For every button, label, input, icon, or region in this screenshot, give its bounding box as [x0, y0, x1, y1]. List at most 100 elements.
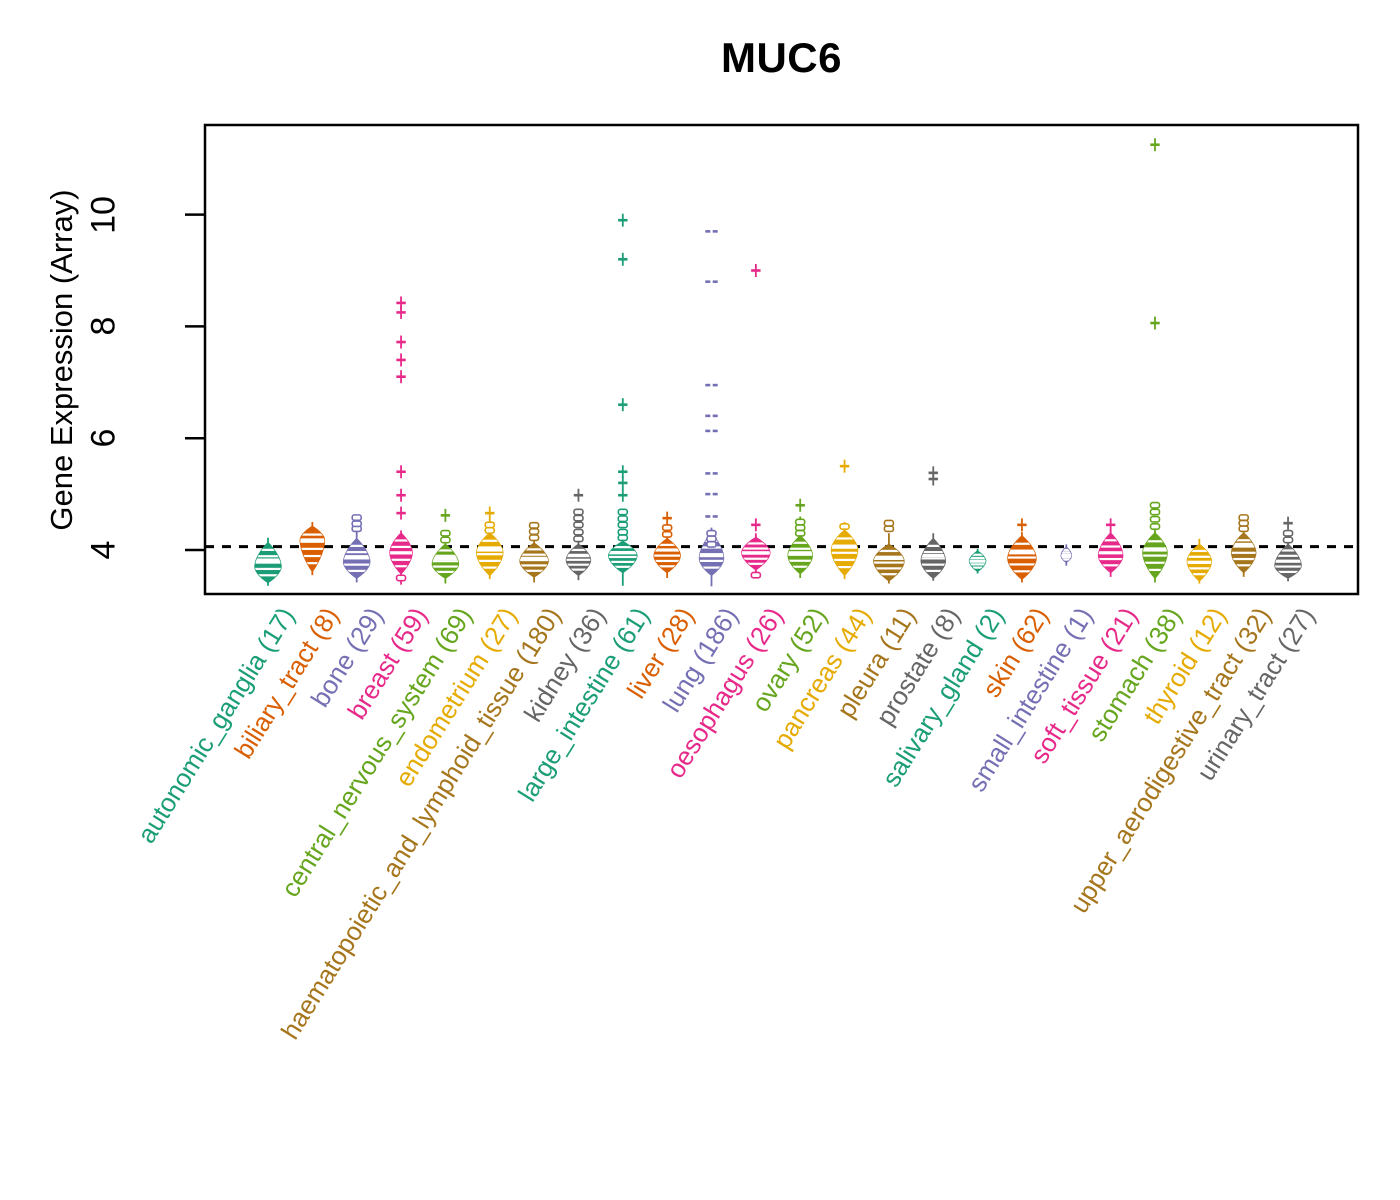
violin-small_intestine	[1060, 544, 1073, 566]
bean-stripes	[390, 539, 413, 568]
stack-mark	[1282, 529, 1294, 537]
outlier-point	[618, 213, 628, 227]
outlier-point	[396, 353, 406, 367]
stack-mark	[395, 574, 407, 582]
stack-mark	[883, 519, 895, 527]
stack-mark	[706, 540, 717, 548]
bean-stripes	[873, 549, 904, 576]
stack-mark	[794, 529, 806, 537]
violin-liver	[653, 511, 681, 578]
y-tick-label-4: 4	[84, 540, 123, 560]
violin-lung	[698, 230, 725, 587]
bean-stripes	[788, 541, 813, 568]
y-tick-label-10: 10	[84, 195, 123, 234]
outlier-point	[1017, 518, 1027, 532]
violin-ovary	[787, 498, 813, 578]
bean-stripes	[1275, 549, 1302, 574]
stack-mark	[1149, 523, 1161, 531]
outlier-point	[396, 465, 406, 479]
outlier-point	[396, 370, 406, 384]
stack-mark	[1238, 514, 1249, 522]
outlier-point	[396, 335, 406, 349]
bean-stripes	[1007, 542, 1036, 573]
bean-stripes	[300, 533, 325, 565]
outlier-point	[396, 305, 406, 319]
stack-mark	[839, 523, 850, 531]
outlier-point	[705, 472, 718, 475]
outlier-point	[618, 398, 628, 412]
y-tick-label-6: 6	[84, 428, 123, 448]
stack-mark	[1149, 515, 1161, 523]
violin-autonomic_ganglia	[254, 537, 282, 586]
outlier-point	[839, 459, 850, 473]
stack-mark	[351, 520, 363, 528]
outlier-point	[618, 465, 628, 479]
outlier-point	[618, 252, 628, 266]
y-axis-title: Gene Expression (Array)	[44, 189, 79, 531]
stack-mark	[661, 524, 673, 532]
violin-biliary_tract	[299, 522, 326, 576]
outlier-point	[1105, 518, 1116, 532]
violin-oesophagus	[741, 264, 771, 579]
stack-mark	[484, 521, 496, 529]
stack-mark	[661, 530, 673, 538]
bean-stripes	[1187, 549, 1212, 576]
stack-mark	[351, 514, 363, 522]
chart-title: MUC6	[720, 34, 842, 81]
outlier-point	[1283, 516, 1293, 530]
violin-salivary_gland	[968, 548, 987, 574]
bean-stripes	[654, 543, 681, 568]
stack-mark	[440, 536, 451, 544]
stack-mark	[706, 535, 717, 543]
stack-mark	[573, 521, 584, 529]
stack-mark	[750, 571, 762, 579]
stack-mark	[528, 528, 540, 536]
bean-stripes	[608, 546, 637, 568]
violin-prostate	[920, 466, 947, 581]
stack-mark	[617, 515, 629, 523]
stack-mark	[617, 521, 629, 529]
bean-stripes	[1231, 539, 1256, 567]
stack-mark	[440, 529, 451, 537]
violin-thyroid	[1186, 538, 1213, 584]
outlier-point	[705, 230, 718, 233]
violin-central_nervous_system	[431, 508, 460, 584]
stack-mark	[528, 534, 540, 542]
bean-stripes	[343, 544, 370, 573]
bean-stripes	[831, 537, 858, 569]
bean-stripes	[520, 548, 549, 572]
outlier-point	[662, 511, 672, 525]
bean-stripes	[921, 544, 946, 573]
violin-bone	[342, 514, 371, 583]
stack-mark	[1149, 501, 1161, 509]
violin-large_intestine	[608, 213, 638, 586]
outlier-point	[440, 508, 451, 522]
stack-mark	[1282, 536, 1294, 544]
stack-mark	[617, 534, 629, 542]
stack-mark	[883, 525, 895, 533]
bean-stripes	[1143, 540, 1167, 572]
violin-soft_tissue	[1097, 518, 1124, 577]
stack-mark	[617, 508, 629, 516]
stack-mark	[573, 514, 584, 522]
bean-stripes	[566, 548, 591, 571]
outlier-point	[751, 518, 761, 532]
bean-stripes	[1061, 548, 1072, 561]
outlier-point	[396, 296, 406, 310]
violin-pancreas	[830, 459, 859, 580]
stack-mark	[484, 526, 496, 534]
outlier-point	[1150, 316, 1160, 330]
stack-mark	[706, 529, 717, 537]
violin-kidney	[565, 488, 592, 581]
stack-mark	[617, 528, 629, 536]
violin-urinary_tract	[1274, 516, 1302, 582]
bean-stripes	[476, 539, 503, 569]
plot-border	[203, 123, 1360, 596]
violin-upper_aerodigestive_tract	[1230, 514, 1257, 577]
outlier-point	[618, 476, 628, 490]
outlier-point	[1150, 138, 1160, 152]
violin-endometrium	[475, 506, 504, 580]
stack-mark	[794, 518, 806, 526]
